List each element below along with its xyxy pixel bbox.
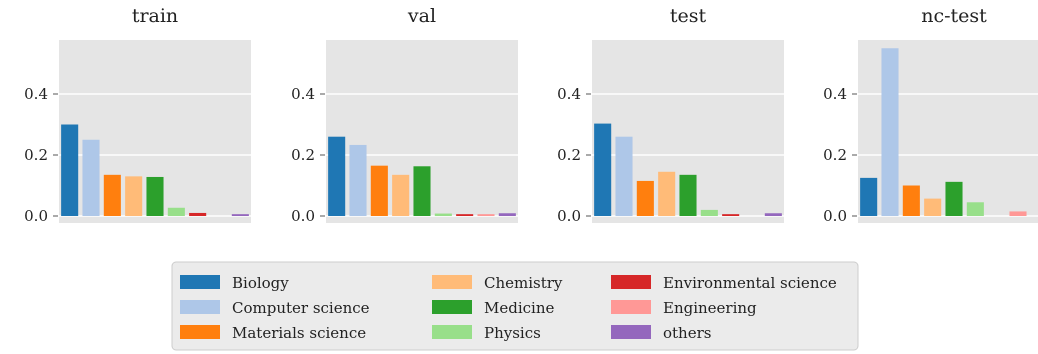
bar-materials-science xyxy=(902,185,920,216)
bar-biology xyxy=(860,177,878,216)
bar-others xyxy=(498,213,516,216)
y-tick-label: 0.4 xyxy=(291,85,315,103)
legend-label: Physics xyxy=(484,324,541,342)
legend-swatch xyxy=(180,325,220,339)
bar-materials-science xyxy=(370,165,388,216)
y-tick-label: 0.2 xyxy=(557,146,581,164)
bar-medicine xyxy=(945,181,963,216)
bar-physics xyxy=(700,209,718,216)
legend-label: Environmental science xyxy=(663,274,837,292)
legend-swatch xyxy=(611,275,651,289)
legend-swatch xyxy=(180,300,220,314)
y-tick-label: 0.2 xyxy=(291,146,315,164)
panel-test: 0.0 0.2 0.4 test xyxy=(557,5,784,225)
bar-others xyxy=(764,213,782,216)
legend-item-materials-science: Materials science xyxy=(180,324,366,342)
bar-physics xyxy=(966,202,984,216)
legend: Biology Computer science Materials science… xyxy=(171,261,859,351)
legend-label: Materials science xyxy=(232,324,366,342)
legend-swatch xyxy=(432,300,472,314)
y-tick-label: 0.0 xyxy=(823,207,847,225)
bar-biology xyxy=(328,136,346,216)
bar-computer-science xyxy=(881,48,899,216)
panel-val: 0.0 0.2 0.4 val xyxy=(291,5,518,225)
panel-title: train xyxy=(132,5,178,27)
legend-item-physics: Physics xyxy=(432,324,541,342)
bar-medicine xyxy=(679,174,697,216)
panel-title: nc-test xyxy=(921,5,987,27)
legend-item-environmental-science: Environmental science xyxy=(611,274,837,292)
legend-label: Engineering xyxy=(663,299,757,317)
y-tick-label: 0.2 xyxy=(823,146,847,164)
bar-computer-science xyxy=(349,144,367,216)
legend-label: Computer science xyxy=(232,299,370,317)
legend-item-medicine: Medicine xyxy=(432,299,554,317)
legend-label: others xyxy=(663,324,711,342)
legend-box xyxy=(171,261,859,351)
y-tick-label: 0.0 xyxy=(24,207,48,225)
panel-title: test xyxy=(670,5,707,27)
panel-nc-test: 0.0 0.2 0.4 nc-test xyxy=(823,5,1038,225)
bar-computer-science xyxy=(82,139,100,216)
bar-biology xyxy=(61,124,79,216)
bar-physics xyxy=(167,207,185,216)
bar-computer-science xyxy=(615,136,633,216)
bar-biology xyxy=(594,123,612,216)
bar-engineering xyxy=(1009,211,1027,216)
legend-swatch xyxy=(180,275,220,289)
y-tick-label: 0.4 xyxy=(557,85,581,103)
legend-swatch xyxy=(611,300,651,314)
legend-item-engineering: Engineering xyxy=(611,299,757,317)
legend-swatch xyxy=(432,325,472,339)
bar-physics xyxy=(434,213,452,216)
bar-chemistry xyxy=(924,198,942,216)
bar-environmental-science xyxy=(722,214,740,216)
legend-item-computer-science: Computer science xyxy=(180,299,370,317)
bar-chemistry xyxy=(392,174,410,216)
bar-materials-science xyxy=(636,180,654,216)
legend-item-others: others xyxy=(611,324,711,342)
bar-environmental-science xyxy=(189,212,207,216)
y-tick-label: 0.0 xyxy=(557,207,581,225)
y-tick-label: 0.2 xyxy=(24,146,48,164)
y-tick-label: 0.4 xyxy=(823,85,847,103)
panel-title: val xyxy=(407,5,436,27)
legend-item-chemistry: Chemistry xyxy=(432,274,563,292)
bar-medicine xyxy=(146,176,164,216)
bar-materials-science xyxy=(103,174,121,216)
legend-label: Chemistry xyxy=(484,274,563,292)
bar-environmental-science xyxy=(456,214,474,216)
legend-label: Biology xyxy=(232,274,289,292)
legend-swatch xyxy=(611,325,651,339)
y-tick-label: 0.4 xyxy=(24,85,48,103)
bar-engineering xyxy=(477,214,495,216)
legend-swatch xyxy=(432,275,472,289)
bar-chemistry xyxy=(125,176,143,216)
legend-item-biology: Biology xyxy=(180,274,289,292)
y-tick-label: 0.0 xyxy=(291,207,315,225)
legend-label: Medicine xyxy=(484,299,554,317)
bar-medicine xyxy=(413,166,431,216)
bar-chemistry xyxy=(658,171,676,216)
panel-train: 0.0 0.2 0.4 train xyxy=(24,5,251,225)
bar-others xyxy=(231,214,249,216)
